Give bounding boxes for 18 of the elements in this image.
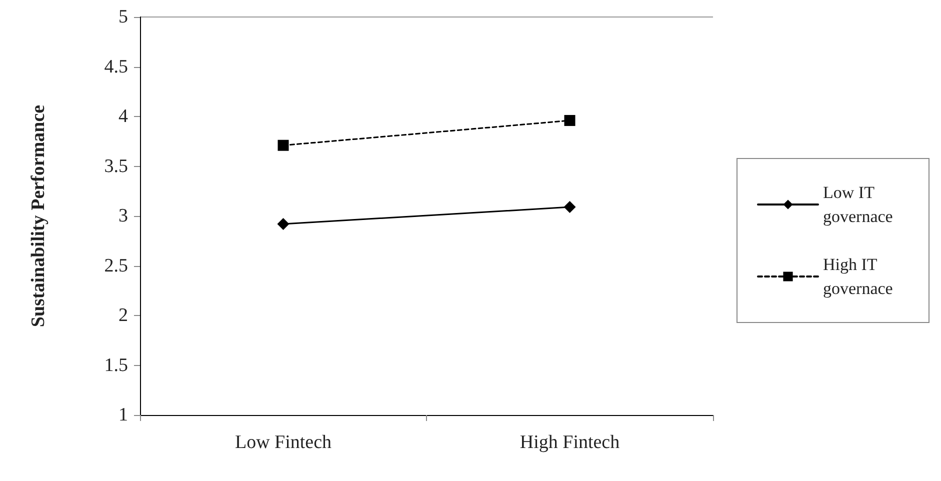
point	[564, 201, 576, 214]
point	[278, 140, 289, 151]
y-tick-label: 4	[118, 106, 128, 127]
y-tick-label: 2.5	[104, 255, 128, 276]
y-tick-label: 1	[118, 404, 128, 426]
y-tick-label: 2	[118, 305, 128, 326]
y-tick-label: 1.5	[104, 354, 128, 376]
y-axis-title: Sustainability Performance	[28, 104, 49, 328]
point	[564, 114, 576, 126]
legend-label: Low IT governace	[823, 183, 893, 226]
legend-label: High IT governace	[823, 255, 893, 298]
y-tick-label: 3.5	[104, 156, 128, 177]
y-tick-label: 3	[118, 206, 128, 226]
point	[277, 218, 290, 230]
x-tick-label: Low Fintech	[234, 432, 332, 453]
x-tick-label: High Fintech	[520, 432, 620, 453]
y-tick-label: 5	[118, 6, 128, 28]
y-tick-label: 4.5	[104, 56, 128, 78]
